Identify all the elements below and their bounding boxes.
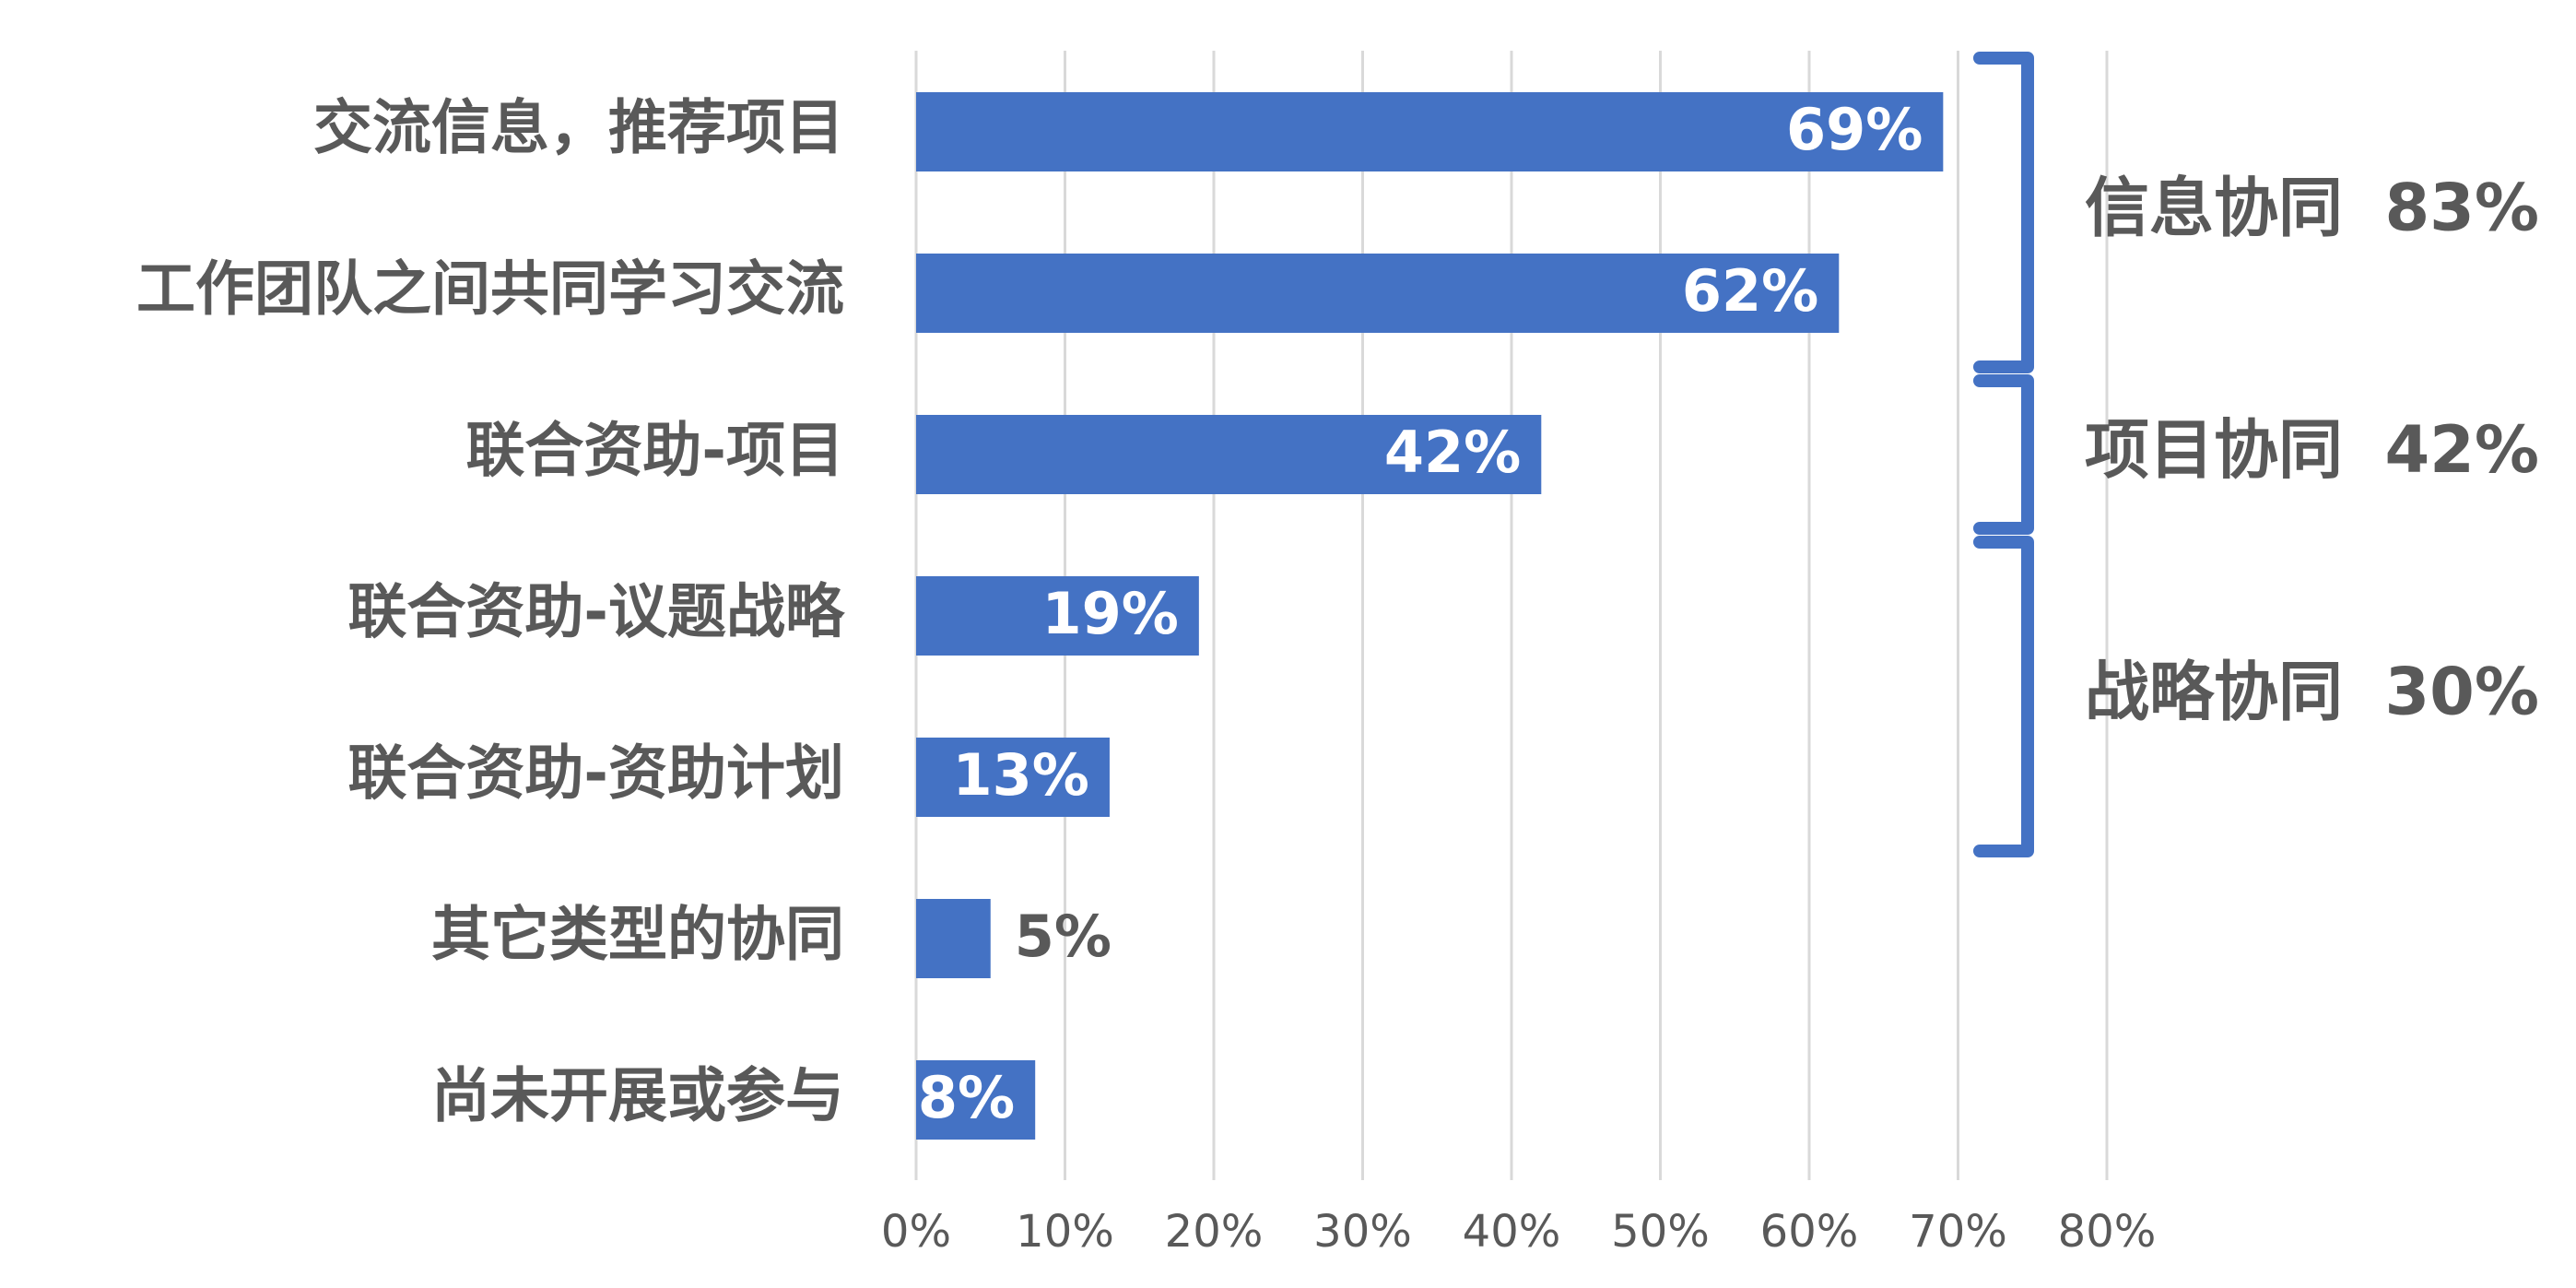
group-name: 信息协同 <box>2085 171 2343 246</box>
group-value-label: 83% <box>2384 171 2539 246</box>
bar <box>916 899 991 978</box>
bar <box>916 738 1110 817</box>
group-bracket <box>1973 52 2034 373</box>
category-label: 工作团队之间共同学习交流 <box>136 256 844 325</box>
bar <box>916 576 1199 656</box>
value-label: 13% <box>953 741 1089 809</box>
group-bracket <box>1973 374 2034 535</box>
group-name: 战略协同 <box>2085 655 2343 730</box>
group-bracket <box>1973 536 2034 857</box>
x-tick-label: 30% <box>1313 1206 1412 1258</box>
x-tick-label: 10% <box>1016 1206 1114 1258</box>
value-label: 5% <box>1015 903 1112 970</box>
x-tick-label: 50% <box>1611 1206 1710 1258</box>
bar <box>916 254 1840 333</box>
bar <box>916 415 1542 494</box>
value-label: 19% <box>1041 580 1178 647</box>
x-tick-label: 70% <box>1909 1206 2007 1258</box>
value-label: 8% <box>918 1064 1015 1131</box>
value-label: 42% <box>1384 419 1521 486</box>
x-tick-label: 60% <box>1760 1206 1859 1258</box>
group-name: 项目协同 <box>2085 412 2343 488</box>
x-tick-label: 20% <box>1165 1206 1264 1258</box>
x-tick-label: 40% <box>1463 1206 1561 1258</box>
category-label: 交流信息，推荐项目 <box>313 95 844 163</box>
category-label: 联合资助-项目 <box>465 418 844 486</box>
x-tick-label: 0% <box>881 1206 951 1258</box>
value-label: 62% <box>1682 257 1818 325</box>
category-label: 其它类型的协同 <box>431 902 844 970</box>
group-value-label: 30% <box>2384 655 2539 730</box>
bar <box>916 1060 1036 1140</box>
category-label: 尚未开展或参与 <box>431 1063 844 1131</box>
category-label: 联合资助-议题战略 <box>347 579 845 647</box>
group-value-label: 42% <box>2384 412 2539 488</box>
bar <box>916 92 1944 171</box>
x-tick-label: 80% <box>2058 1206 2157 1258</box>
category-label: 联合资助-资助计划 <box>347 740 844 809</box>
value-label: 69% <box>1786 96 1923 163</box>
